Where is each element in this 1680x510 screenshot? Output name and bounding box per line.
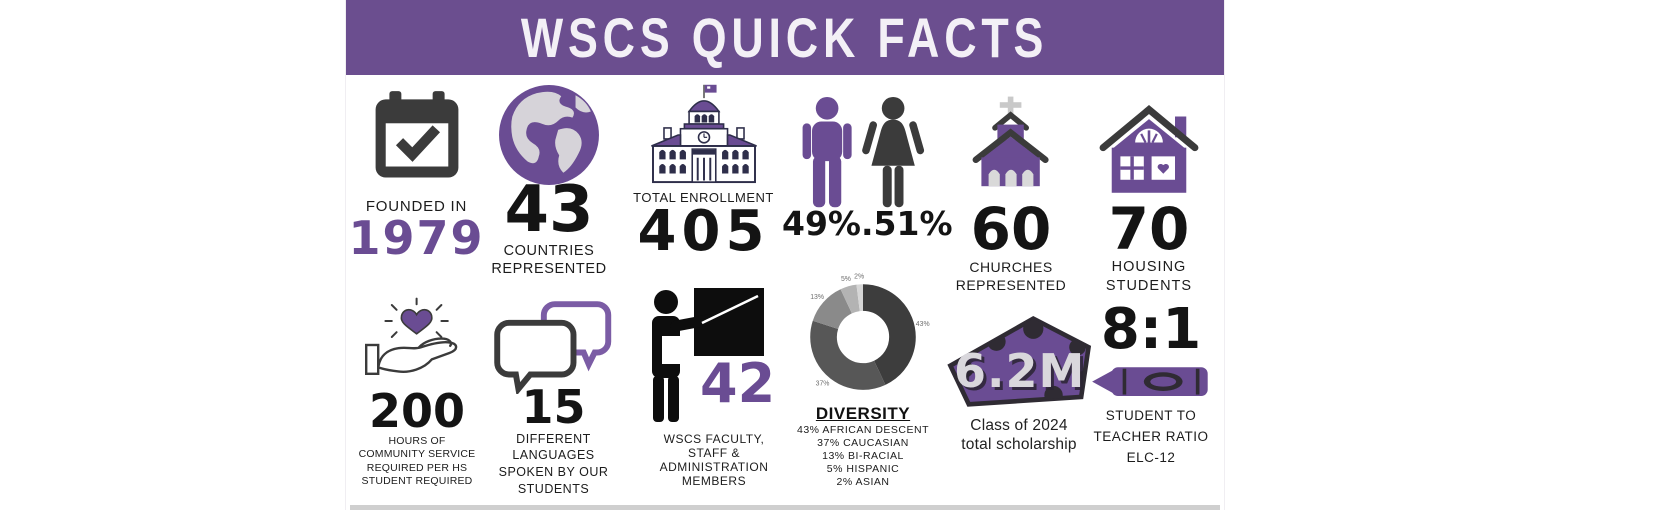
faculty-label-line4: MEMBERS xyxy=(681,474,747,489)
title-banner: WSCS QUICK FACTS xyxy=(346,0,1224,75)
capitol-building-icon xyxy=(650,84,757,184)
enrollment-value: 405 xyxy=(637,199,770,264)
female-figure xyxy=(862,96,925,208)
faculty-label-line3: ADMINISTRATION xyxy=(659,460,769,475)
money-bill-icon xyxy=(947,316,1092,407)
service-label-line4: STUDENT REQUIRED xyxy=(361,475,473,488)
languages-label-line3: SPOKEN BY OUR xyxy=(498,464,609,479)
fact-faculty: 42 WSCS FACULTY, STAFF & ADMINISTRATION … xyxy=(634,282,794,488)
ratio-value: 8:1 xyxy=(1100,297,1202,362)
languages-value: 15 xyxy=(521,380,586,434)
house-icon xyxy=(1099,105,1199,193)
countries-label-line1: COUNTRIES xyxy=(503,242,595,259)
service-label-line1: HOURS OF xyxy=(388,434,446,447)
ratio-label-line1: STUDENT TO xyxy=(1105,408,1197,424)
faculty-label: WSCS FACULTY, STAFF & ADMINISTRATION MEM… xyxy=(634,432,794,488)
housing-label-line2: STUDENTS xyxy=(1105,278,1193,295)
countries-value: 43 xyxy=(504,173,594,247)
faculty-label-line2: STAFF & xyxy=(688,446,740,461)
svg-text:2%: 2% xyxy=(854,273,864,280)
diversity-line2: 37% CAUCASIAN xyxy=(817,436,909,449)
ratio-label-line3: ELC-12 xyxy=(1126,449,1176,465)
service-value: 200 xyxy=(368,384,466,438)
speech-bubbles-icon xyxy=(493,301,611,394)
fact-housing: 70 HOUSING STUDENTS xyxy=(1074,94,1224,296)
diversity-line3: 13% BI-RACIAL xyxy=(822,449,904,462)
scholarship-label: Class of 2024 total scholarship xyxy=(940,416,1098,455)
churches-value: 60 xyxy=(970,195,1052,263)
churches-label-line2: REPRESENTED xyxy=(955,277,1067,294)
housing-label-line1: HOUSING xyxy=(1111,259,1187,276)
svg-text:43%: 43% xyxy=(916,321,930,328)
churches-label-line1: CHURCHES xyxy=(969,259,1053,276)
scholarship-label-line1: Class of 2024 xyxy=(970,417,1068,434)
diversity-donut-chart: 43% 37% 13% 5% 2% xyxy=(810,273,930,390)
diversity-line5: 2% ASIAN xyxy=(836,475,890,488)
service-label-line3: REQUIRED PER HS xyxy=(366,461,468,474)
founded-year: 1979 xyxy=(348,211,485,265)
bottom-edge-strip xyxy=(350,505,1220,510)
teacher-board-icon xyxy=(652,288,764,422)
fact-countries: 43 COUNTRIES REPRESENTED xyxy=(474,84,624,278)
fact-gender-split: 49%.51% xyxy=(782,96,953,243)
diversity-line4: 5% HISPANIC xyxy=(826,462,900,475)
svg-text:37%: 37% xyxy=(816,380,830,387)
languages-label-line4: STUDENTS xyxy=(517,481,590,496)
housing-value: 70 xyxy=(1108,195,1190,263)
fact-diversity: 43% 37% 13% 5% 2% DIVERSITY 43% AFRICAN DESC… xyxy=(783,266,943,489)
languages-label-line1: DIFFERENT xyxy=(516,431,591,446)
ratio-label-line2: TEACHER RATIO xyxy=(1093,429,1209,445)
fact-enrollment: TOTAL ENROLLMENT 405 xyxy=(621,84,786,264)
male-figure xyxy=(802,96,852,208)
crayon-icon xyxy=(1092,367,1208,397)
fact-founded: FOUNDED IN 1979 xyxy=(344,86,489,261)
languages-label-line2: LANGUAGES xyxy=(512,448,595,463)
scholarship-value: 6.2M xyxy=(954,344,1086,398)
svg-text:5%: 5% xyxy=(841,276,851,283)
diversity-title: DIVERSITY xyxy=(815,404,911,423)
faculty-value: 42 xyxy=(700,352,776,415)
enrollment-label: TOTAL ENROLLMENT xyxy=(633,190,774,205)
globe-icon xyxy=(499,85,599,185)
calendar-check-icon xyxy=(375,91,458,178)
fact-churches: 60 CHURCHES REPRESENTED xyxy=(936,86,1086,293)
fact-languages: 15 DIFFERENT LANGUAGES SPOKEN BY OUR STU… xyxy=(476,294,631,496)
fact-community-service: 200 HOURS OF COMMUNITY SERVICE REQUIRED … xyxy=(343,290,491,488)
diversity-line1: 43% AFRICAN DESCENT xyxy=(796,424,930,436)
fact-ratio: 8:1 STUDENT TO TEACHER RATIO ELC-12 xyxy=(1076,297,1226,467)
scholarship-label-line2: total scholarship xyxy=(961,436,1077,454)
poster-title: WSCS QUICK FACTS xyxy=(521,5,1049,69)
fact-scholarship: 6.2M Class of 2024 total scholarship xyxy=(940,310,1098,460)
svg-text:13%: 13% xyxy=(810,294,824,301)
male-female-icon xyxy=(802,96,925,208)
wscs-quick-facts-poster: WSCS QUICK FACTS FOUNDED IN 1979 43 COUN… xyxy=(345,0,1225,510)
service-label-line2: COMMUNITY SERVICE xyxy=(358,448,476,461)
faculty-label-line1: WSCS FACULTY, xyxy=(663,432,765,446)
hand-heart-icon xyxy=(365,297,458,375)
gender-split-value: 49%.51% xyxy=(782,204,953,243)
countries-label-line2: REPRESENTED xyxy=(491,261,607,278)
founded-label: FOUNDED IN xyxy=(365,198,468,215)
church-icon xyxy=(972,96,1049,187)
